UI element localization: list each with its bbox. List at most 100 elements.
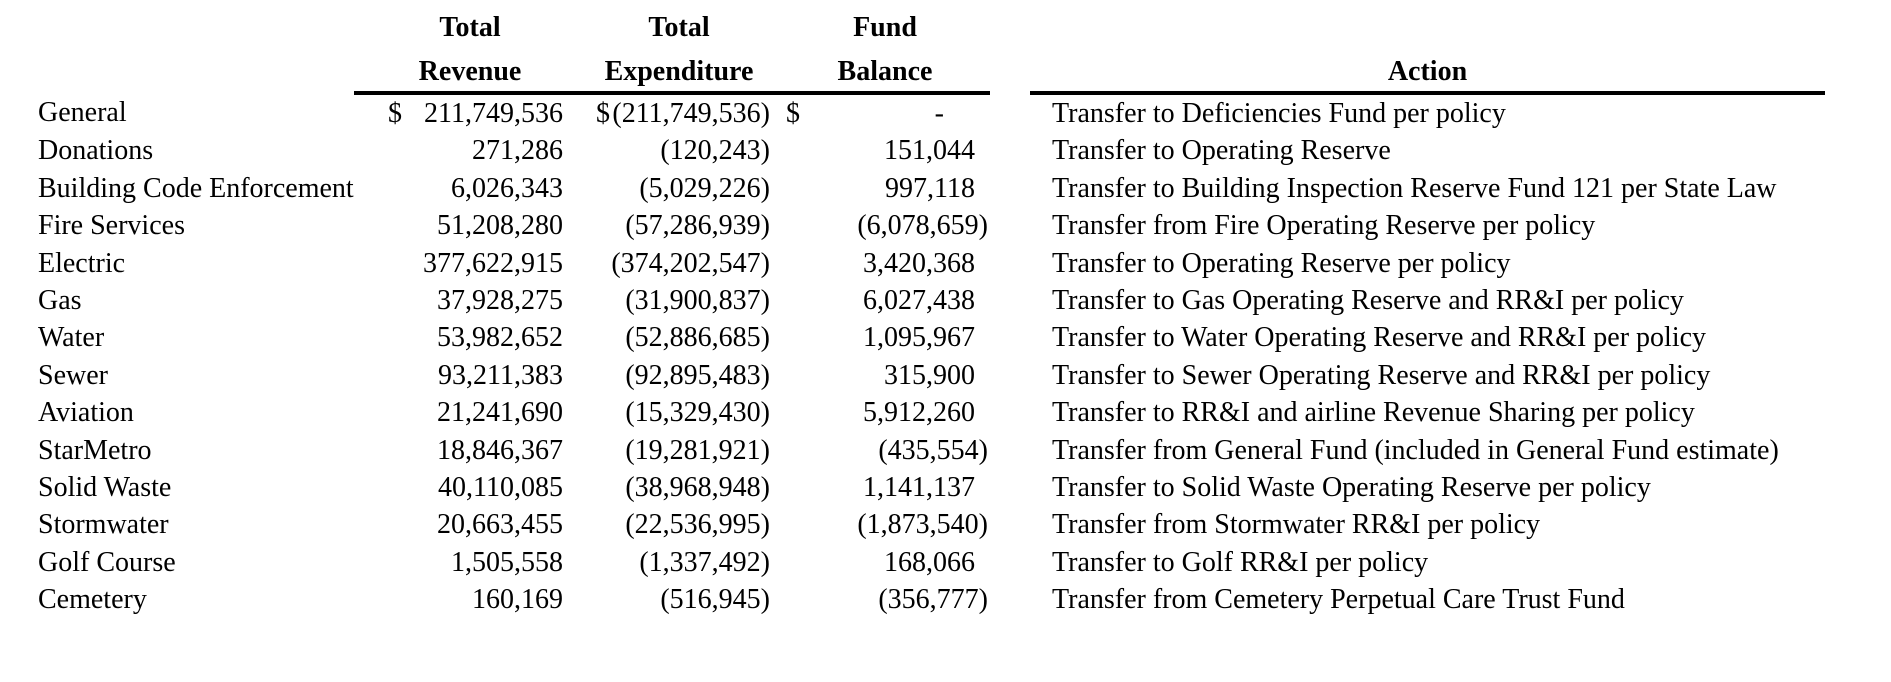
expenditure-value: (22,536,995) <box>625 509 770 541</box>
table-row: Water 53,982,652 (52,886,685) 1,095,967 … <box>38 319 1825 356</box>
gap-cell <box>990 207 1030 244</box>
balance-cell: 3,420,368 <box>772 245 990 282</box>
gap-cell <box>990 357 1030 394</box>
gap-cell <box>990 544 1030 581</box>
balance-value: 315,900 <box>884 359 975 391</box>
col-header-expenditure-line2: Expenditure <box>578 46 772 95</box>
expenditure-value: (374,202,547) <box>611 247 770 279</box>
col-header-balance-line2: Balance <box>772 46 990 95</box>
revenue-cell: 40,110,085 <box>354 469 578 506</box>
table-row: Electric 377,622,915 (374,202,547) 3,420… <box>38 245 1825 282</box>
revenue-cell: 20,663,455 <box>354 506 578 543</box>
balance-value: 997,118 <box>885 172 975 204</box>
revenue-value: 271,286 <box>472 135 563 167</box>
expenditure-cell: (57,286,939) <box>578 207 772 244</box>
expenditure-value: (31,900,837) <box>625 285 770 317</box>
gap-cell <box>990 469 1030 506</box>
revenue-value: 20,663,455 <box>437 509 563 541</box>
expenditure-cell: (15,329,430) <box>578 394 772 431</box>
expenditure-value: (38,968,948) <box>625 472 770 504</box>
revenue-cell: $211,749,536 <box>354 93 578 132</box>
currency-symbol: $ <box>388 98 402 129</box>
fund-name-cell: Donations <box>38 135 154 167</box>
expenditure-cell: (52,886,685) <box>578 319 772 356</box>
fund-name-cell: Aviation <box>38 397 134 429</box>
fund-summary-table: Total Total Fund Revenue Expenditure Bal… <box>38 0 1825 619</box>
balance-value: 1,095,967 <box>863 322 975 354</box>
gap-column-spacer <box>990 0 1030 46</box>
expenditure-value: (211,749,536) <box>612 98 770 129</box>
balance-cell: 151,044 <box>772 132 990 169</box>
expenditure-cell: (1,337,492) <box>578 544 772 581</box>
col-header-expenditure-line1: Total <box>648 12 710 43</box>
currency-symbol: $ <box>596 98 610 129</box>
gap-cell <box>990 432 1030 469</box>
action-cell: Transfer from Stormwater RR&I per policy <box>1052 509 1541 541</box>
action-cell: Transfer from General Fund (included in … <box>1052 434 1779 466</box>
expenditure-cell: $ (211,749,536) <box>578 93 772 132</box>
revenue-cell: 160,169 <box>354 581 578 618</box>
revenue-value: 51,208,280 <box>437 210 563 242</box>
fund-name-cell: Stormwater <box>38 509 169 541</box>
expenditure-cell: (31,900,837) <box>578 282 772 319</box>
balance-cell: $ - <box>772 93 990 132</box>
balance-value: - <box>934 98 944 129</box>
revenue-value: 37,928,275 <box>437 285 563 317</box>
fund-name-cell: General <box>38 97 127 128</box>
fund-name-cell: Gas <box>38 285 82 317</box>
table-row: Donations 271,286 (120,243) 151,044 Tran… <box>38 132 1825 169</box>
expenditure-value: (5,029,226) <box>639 172 770 204</box>
table-row: Solid Waste 40,110,085 (38,968,948) 1,14… <box>38 469 1825 506</box>
revenue-cell: 377,622,915 <box>354 245 578 282</box>
expenditure-cell: (120,243) <box>578 132 772 169</box>
fund-name-cell: Golf Course <box>38 546 176 578</box>
col-header-revenue-line2: Revenue <box>354 46 578 95</box>
expenditure-value: (1,337,492) <box>639 546 770 578</box>
gap-cell <box>990 319 1030 356</box>
gap-cell <box>990 93 1030 132</box>
revenue-cell: 6,026,343 <box>354 170 578 207</box>
col-header-action: Action <box>1030 46 1825 95</box>
balance-cell: (1,873,540) <box>772 506 990 543</box>
expenditure-cell: (92,895,483) <box>578 357 772 394</box>
expenditure-value: (15,329,430) <box>625 397 770 429</box>
fund-name-header-spacer <box>38 0 354 46</box>
gap-cell <box>990 132 1030 169</box>
revenue-value: 53,982,652 <box>437 322 563 354</box>
col-header-action-spacer <box>1030 0 1825 46</box>
revenue-cell: 271,286 <box>354 132 578 169</box>
expenditure-value: (52,886,685) <box>625 322 770 354</box>
revenue-cell: 51,208,280 <box>354 207 578 244</box>
gap-cell <box>990 506 1030 543</box>
header-row-1: Total Total Fund <box>38 0 1825 46</box>
expenditure-cell: (38,968,948) <box>578 469 772 506</box>
gap-cell <box>990 245 1030 282</box>
revenue-cell: 18,846,367 <box>354 432 578 469</box>
balance-cell: 6,027,438 <box>772 282 990 319</box>
table-row: General $211,749,536 $ (211,749,536) $ - T… <box>38 93 1825 132</box>
gap-cell <box>990 394 1030 431</box>
balance-value: (356,777) <box>878 584 988 616</box>
table-body: General $211,749,536 $ (211,749,536) $ - T… <box>38 93 1825 619</box>
revenue-value: 6,026,343 <box>451 172 563 204</box>
balance-value: 3,420,368 <box>863 247 975 279</box>
action-cell: Transfer to Solid Waste Operating Reserv… <box>1052 472 1651 504</box>
gap-cell <box>990 282 1030 319</box>
currency-symbol: $ <box>786 98 800 129</box>
revenue-value: 93,211,383 <box>438 359 563 391</box>
revenue-value: 1,505,558 <box>451 546 563 578</box>
revenue-cell: 1,505,558 <box>354 544 578 581</box>
balance-cell: 1,141,137 <box>772 469 990 506</box>
action-cell: Transfer to Operating Reserve <box>1052 135 1391 167</box>
revenue-value: 18,846,367 <box>437 434 563 466</box>
balance-cell: 315,900 <box>772 357 990 394</box>
action-cell: Transfer to Operating Reserve per policy <box>1052 247 1511 279</box>
fund-name-cell: Building Code Enforcement <box>38 172 354 204</box>
balance-value: 5,912,260 <box>863 397 975 429</box>
table-row: Golf Course 1,505,558 (1,337,492) 168,06… <box>38 544 1825 581</box>
gap-cell <box>990 581 1030 618</box>
balance-value: (1,873,540) <box>857 509 988 541</box>
balance-cell: (435,554) <box>772 432 990 469</box>
expenditure-value: (19,281,921) <box>625 434 770 466</box>
fund-name-cell: Solid Waste <box>38 472 172 504</box>
